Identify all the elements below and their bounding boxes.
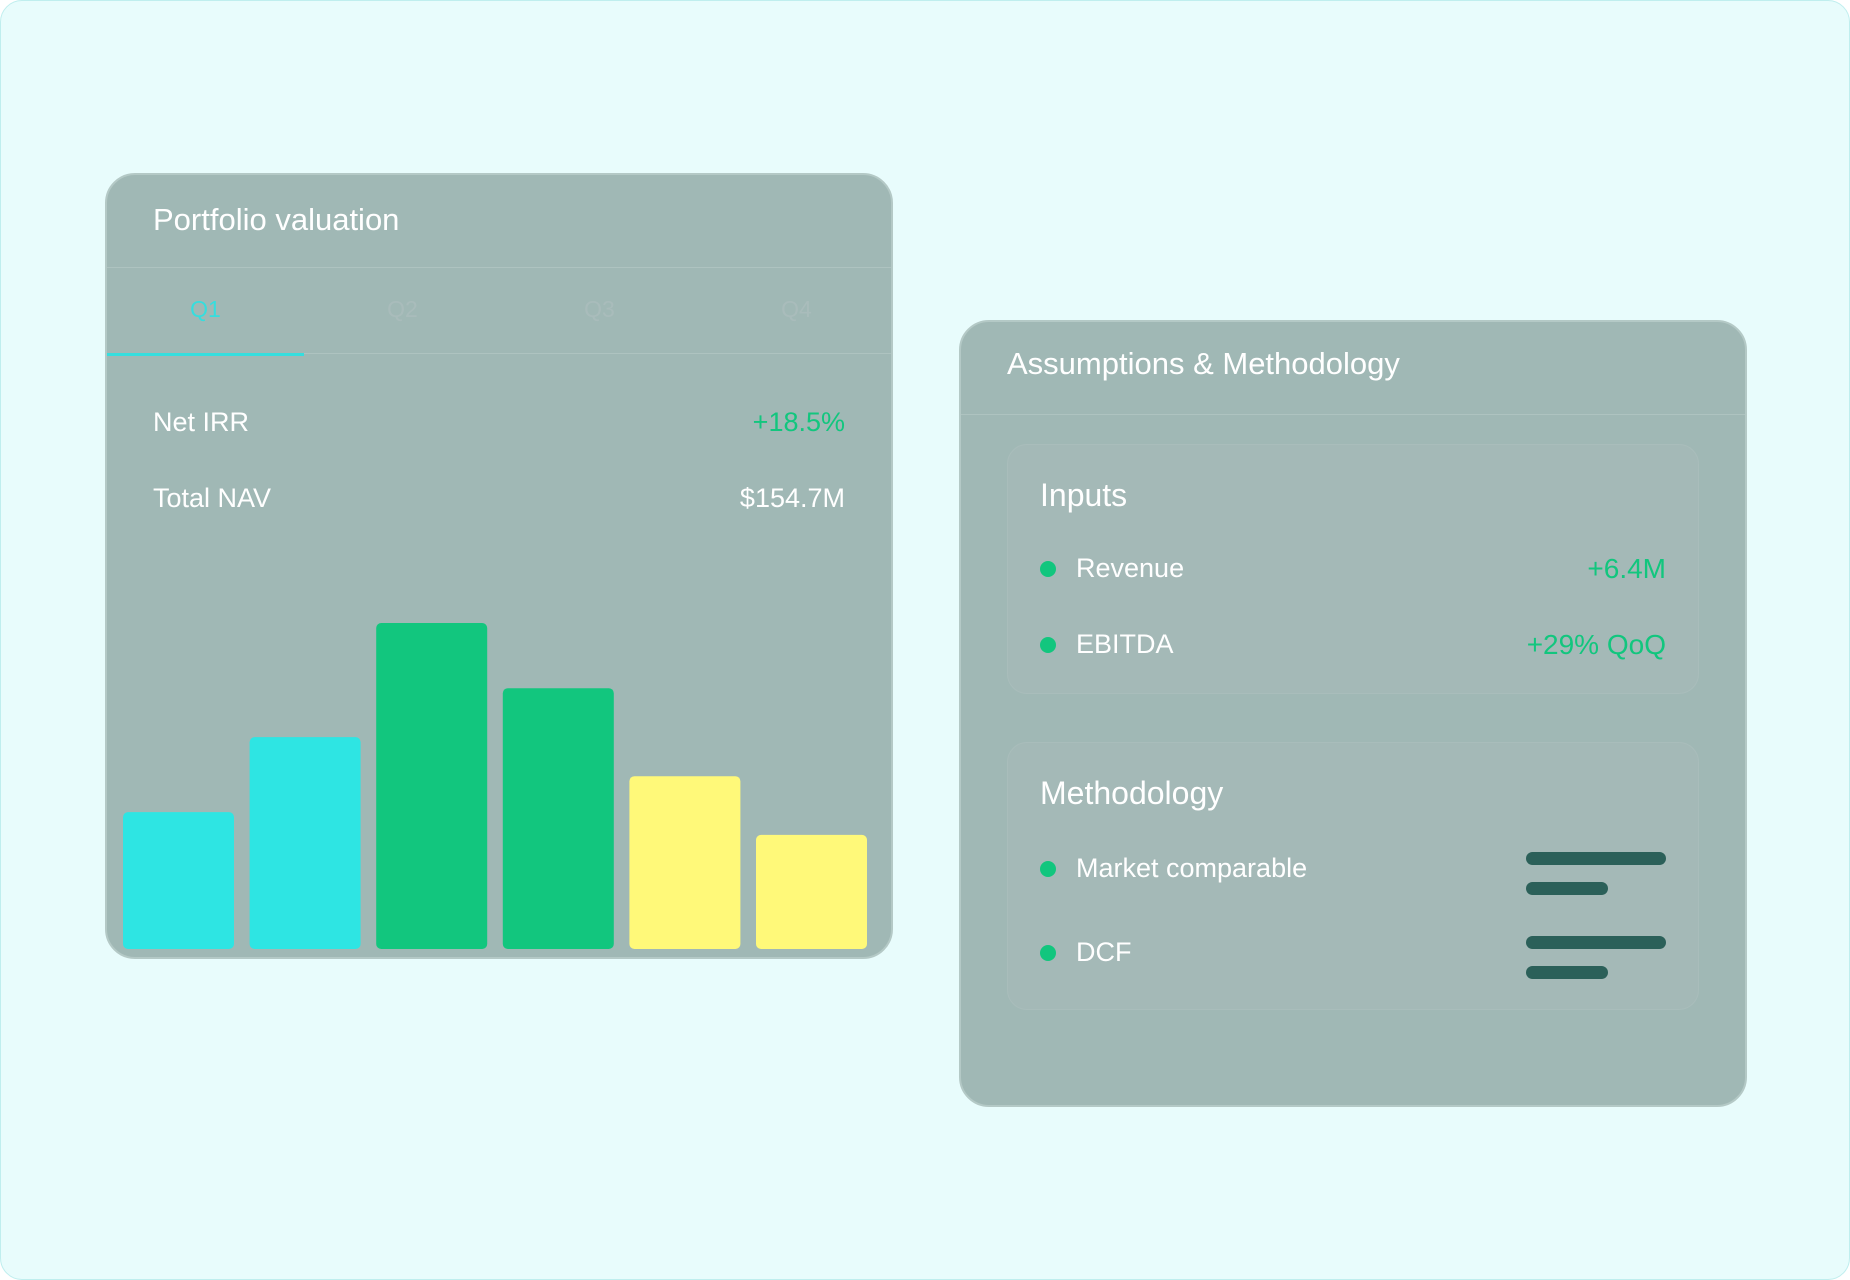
input-revenue: Revenue +6.4M [1040, 548, 1666, 588]
method-market-comparable: Market comparable [1040, 848, 1666, 904]
chart-bar-1 [123, 812, 234, 949]
chart-bar-2 [249, 737, 361, 949]
input-ebitda: EBITDA +29% QoQ [1040, 624, 1666, 664]
inputs-panel: Inputs Revenue +6.4M EBITDA +29% QoQ [1007, 444, 1699, 694]
assumptions-methodology-card: Assumptions & Methodology Inputs Revenue… [959, 320, 1747, 1107]
header-divider [961, 414, 1745, 415]
panel-title: Inputs [1040, 477, 1128, 513]
status-dot [1040, 561, 1056, 577]
item-label: Market comparable [1076, 853, 1308, 883]
status-dot [1040, 945, 1056, 961]
metric-value: $154.7M [739, 483, 845, 513]
tab-q1[interactable]: Q1 [190, 296, 221, 322]
metric-label: Net IRR [153, 407, 250, 437]
header-divider [107, 267, 891, 268]
metric-value: +18.5% [752, 407, 845, 437]
chart-bar-5 [629, 776, 741, 949]
tab-q2[interactable]: Q2 [387, 296, 418, 322]
chart-bar-3 [376, 623, 488, 949]
chart-bar-6 [756, 834, 867, 949]
panel-title: Methodology [1040, 775, 1224, 811]
item-label: EBITDA [1076, 629, 1174, 659]
tab-q3[interactable]: Q3 [584, 296, 615, 322]
status-dot [1040, 861, 1056, 877]
placeholder-line [1526, 882, 1608, 895]
tabs-divider [107, 353, 891, 354]
card-title: Assumptions & Methodology [1007, 346, 1400, 381]
placeholder-line [1526, 966, 1608, 979]
item-value: +6.4M [1587, 553, 1666, 584]
methodology-panel: Methodology Market comparable DCF [1007, 742, 1699, 1010]
item-value: +29% QoQ [1526, 629, 1666, 660]
portfolio-valuation-card: Portfolio valuation Q1 Q2 Q3 Q4 Net IRR … [105, 173, 893, 959]
active-tab-indicator [107, 353, 304, 356]
tab-q4[interactable]: Q4 [781, 296, 812, 322]
quarter-tabs: Q1 Q2 Q3 Q4 [107, 267, 891, 351]
item-label: Revenue [1076, 553, 1185, 583]
valuation-bar-chart [123, 623, 867, 949]
card-title: Portfolio valuation [153, 202, 400, 237]
placeholder-line [1526, 852, 1666, 865]
placeholder-line [1526, 936, 1666, 949]
item-label: DCF [1076, 937, 1132, 967]
status-dot [1040, 637, 1056, 653]
method-dcf: DCF [1040, 932, 1666, 988]
metric-label: Total NAV [153, 483, 272, 513]
chart-bar-4 [502, 688, 614, 949]
